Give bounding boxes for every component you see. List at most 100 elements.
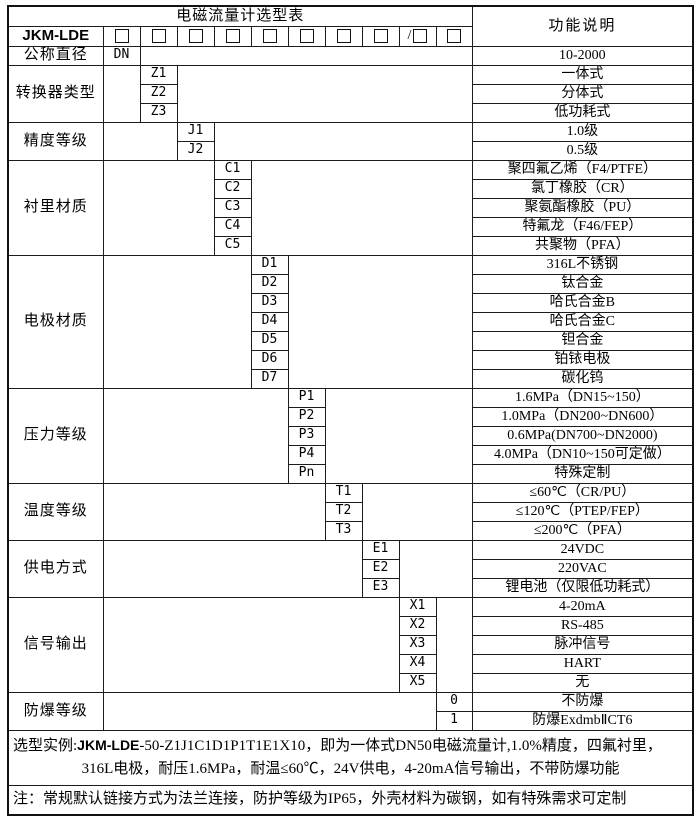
desc-exproof-0: 不防爆 xyxy=(471,691,694,712)
code-d5: D5 xyxy=(250,330,289,351)
spacer-cell xyxy=(102,691,437,731)
default-config-note: 注：常规默认链接方式为法兰连接，防护等级为IP65，外壳材料为碳钢，如有特殊需求… xyxy=(7,784,694,815)
category-signal-output: 信号输出 xyxy=(7,596,104,693)
model-checkbox-5[interactable] xyxy=(250,25,289,47)
desc-x5: 无 xyxy=(471,672,694,693)
checkbox-icon[interactable] xyxy=(336,29,351,44)
code-t2: T2 xyxy=(324,501,363,522)
desc-dn: 10-2000 xyxy=(471,45,694,66)
checkbox-icon[interactable] xyxy=(188,29,203,44)
checkbox-icon[interactable] xyxy=(225,29,240,44)
checkbox-icon[interactable] xyxy=(114,29,129,44)
spacer-cell xyxy=(398,539,473,598)
category-converter-type: 转换器类型 xyxy=(7,64,104,123)
model-prefix-label: JKM-LDE xyxy=(7,25,104,47)
spacer-cell xyxy=(361,482,473,541)
example-line-1-rest: -50-Z1J1C1D1P1T1E1X10，即为一体式DN50电磁流量计,1.0… xyxy=(139,738,662,755)
desc-c3: 聚氨酯橡胶（PU） xyxy=(471,197,694,218)
model-checkbox-2[interactable] xyxy=(139,25,178,47)
spacer-cell xyxy=(102,159,215,256)
code-p3: P3 xyxy=(287,425,326,446)
model-checkbox-3[interactable] xyxy=(176,25,215,47)
spacer-cell xyxy=(102,539,363,598)
code-t1: T1 xyxy=(324,482,363,503)
code-x4: X4 xyxy=(398,653,437,674)
model-checkbox-4[interactable] xyxy=(213,25,252,47)
desc-p2: 1.0MPa（DN200~DN600） xyxy=(471,406,694,427)
code-d3: D3 xyxy=(250,292,289,313)
code-d2: D2 xyxy=(250,273,289,294)
category-liner-material: 衬里材质 xyxy=(7,159,104,256)
desc-c2: 氯丁橡胶（CR） xyxy=(471,178,694,199)
desc-exproof-1: 防爆ExdmbⅡCT6 xyxy=(471,710,694,731)
desc-j1: 1.0级 xyxy=(471,121,694,142)
category-nominal-diameter: 公称直径 xyxy=(7,45,104,66)
desc-e1: 24VDC xyxy=(471,539,694,560)
code-t3: T3 xyxy=(324,520,363,541)
desc-x4: HART xyxy=(471,653,694,674)
desc-z1: 一体式 xyxy=(471,64,694,85)
category-electrode-material: 电极材质 xyxy=(7,254,104,389)
desc-p4: 4.0MPa（DN10~150可定做） xyxy=(471,444,694,465)
spacer-cell xyxy=(102,596,400,693)
checkbox-icon[interactable] xyxy=(413,29,428,44)
category-explosion-proof: 防爆等级 xyxy=(7,691,104,731)
code-p4: P4 xyxy=(287,444,326,465)
desc-x3: 脉冲信号 xyxy=(471,634,694,655)
desc-t2: ≤120℃（PTEP/FEP） xyxy=(471,501,694,522)
selection-example: 选型实例:JKM-LDE-50-Z1J1C1D1P1T1E1X10，即为一体式D… xyxy=(7,729,694,786)
desc-d6: 铂铱电极 xyxy=(471,349,694,370)
checkbox-icon[interactable] xyxy=(262,29,277,44)
code-c5: C5 xyxy=(213,235,252,256)
slash-separator: / xyxy=(407,28,412,44)
code-x1: X1 xyxy=(398,596,437,617)
checkbox-icon[interactable] xyxy=(151,29,166,44)
example-line-1: 选型实例:JKM-LDE-50-Z1J1C1D1P1T1E1X10，即为一体式D… xyxy=(13,734,688,758)
code-x3: X3 xyxy=(398,634,437,655)
model-checkbox-1[interactable] xyxy=(102,25,141,47)
code-j1: J1 xyxy=(176,121,215,142)
checkbox-icon[interactable] xyxy=(299,29,314,44)
desc-c4: 特氟龙（F46/FEP） xyxy=(471,216,694,237)
table-title: 电磁流量计选型表 xyxy=(7,5,473,27)
spacer-cell xyxy=(287,254,473,389)
function-description-header: 功能说明 xyxy=(471,5,694,47)
model-checkbox-10[interactable] xyxy=(435,25,473,47)
desc-d2: 钛合金 xyxy=(471,273,694,294)
category-pressure-rating: 压力等级 xyxy=(7,387,104,484)
spacer-cell xyxy=(102,64,141,123)
code-e3: E3 xyxy=(361,577,400,598)
desc-j2: 0.5级 xyxy=(471,140,694,161)
spacer-cell xyxy=(102,254,252,389)
desc-t3: ≤200℃（PFA） xyxy=(471,520,694,541)
checkbox-icon[interactable] xyxy=(373,29,388,44)
example-model-code: JKM-LDE xyxy=(77,737,140,754)
desc-d5: 钽合金 xyxy=(471,330,694,351)
spacer-cell xyxy=(435,596,473,693)
code-z1: Z1 xyxy=(139,64,178,85)
spacer-cell xyxy=(102,482,326,541)
desc-d7: 碳化钨 xyxy=(471,368,694,389)
model-checkbox-9[interactable]: / xyxy=(398,25,437,47)
code-z2: Z2 xyxy=(139,83,178,104)
desc-z2: 分体式 xyxy=(471,83,694,104)
model-checkbox-7[interactable] xyxy=(324,25,363,47)
spacer-cell xyxy=(213,121,473,161)
category-accuracy-class: 精度等级 xyxy=(7,121,104,161)
desc-z3: 低功耗式 xyxy=(471,102,694,123)
category-power-supply: 供电方式 xyxy=(7,539,104,598)
desc-p3: 0.6MPa(DN700~DN2000) xyxy=(471,425,694,446)
code-e2: E2 xyxy=(361,558,400,579)
model-checkbox-6[interactable] xyxy=(287,25,326,47)
selection-table: 电磁流量计选型表 功能说明 JKM-LDE / 公称直径 DN 10-2000 … xyxy=(7,5,695,816)
code-d4: D4 xyxy=(250,311,289,332)
code-x2: X2 xyxy=(398,615,437,636)
checkbox-icon[interactable] xyxy=(447,29,462,44)
code-pn: Pn xyxy=(287,463,326,484)
code-e1: E1 xyxy=(361,539,400,560)
desc-e2: 220VAC xyxy=(471,558,694,579)
spacer-cell xyxy=(139,45,473,66)
category-temperature-rating: 温度等级 xyxy=(7,482,104,541)
model-checkbox-8[interactable] xyxy=(361,25,400,47)
spacer-cell xyxy=(250,159,473,256)
